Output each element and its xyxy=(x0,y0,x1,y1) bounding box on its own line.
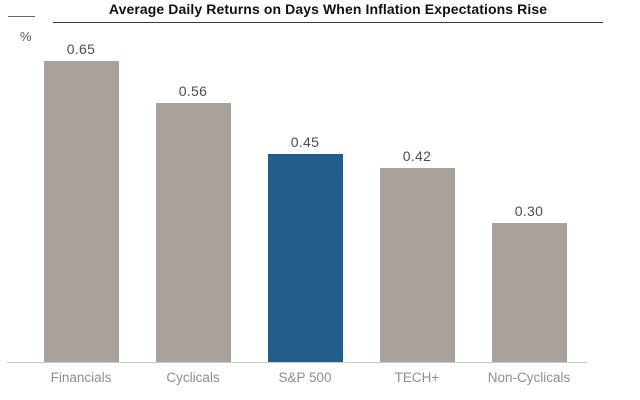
y-axis-unit-label: % xyxy=(20,29,32,44)
category-labels-row: Financials Cyclicals S&P 500 TECH+ Non-Cycli… xyxy=(25,370,585,386)
bar xyxy=(267,154,343,362)
bars-row: 0.65 0.56 0.45 0.42 0.30 xyxy=(25,41,585,362)
bar-value-label: 0.30 xyxy=(514,203,544,219)
bar-slot: 0.65 xyxy=(25,41,137,362)
x-axis-baseline xyxy=(7,362,587,363)
axis-tick-line xyxy=(8,16,35,17)
bar-value-label: 0.56 xyxy=(178,83,208,99)
category-label: TECH+ xyxy=(394,370,440,385)
chart-title-block: Average Daily Returns on Days When Infla… xyxy=(53,1,603,23)
bar-value-label: 0.65 xyxy=(66,41,96,57)
bar xyxy=(491,223,567,362)
category-label: Non-Cyclicals xyxy=(487,370,571,385)
bar xyxy=(155,103,231,362)
bar-value-label: 0.42 xyxy=(402,148,432,164)
chart-title: Average Daily Returns on Days When Infla… xyxy=(108,1,548,17)
bar xyxy=(379,168,455,362)
category-label: Cyclicals xyxy=(166,370,220,385)
bar xyxy=(43,61,119,362)
bar-slot: 0.45 xyxy=(249,134,361,362)
category-label: S&P 500 xyxy=(278,370,332,385)
bar-slot: 0.30 xyxy=(473,203,585,362)
category-label: Financials xyxy=(50,370,112,385)
bar-slot: 0.42 xyxy=(361,148,473,362)
bar-value-label: 0.45 xyxy=(290,134,320,150)
bar-slot: 0.56 xyxy=(137,83,249,362)
